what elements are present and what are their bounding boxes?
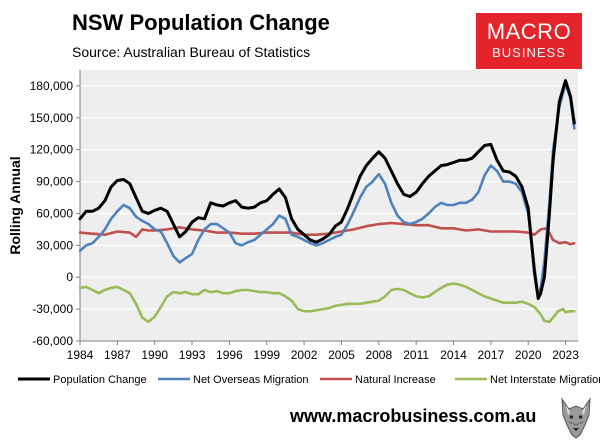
chart-subtitle: Source: Australian Bureau of Statistics	[72, 44, 311, 60]
y-tick-label: 180,000	[30, 79, 74, 93]
y-tick-label: 90,000	[36, 175, 73, 189]
series-line-net-interstate-migration	[78, 282, 576, 324]
x-tick-label: 2020	[515, 348, 542, 362]
x-tick-label: 2008	[365, 348, 392, 362]
macrobusiness-logo: MACRO BUSINESS	[476, 13, 582, 69]
x-tick-label: 1993	[179, 348, 206, 362]
x-tick-label: 2011	[403, 348, 429, 362]
y-tick-label: 0	[66, 270, 73, 284]
legend-label: Population Change	[53, 374, 147, 386]
series-line-population-change	[78, 79, 576, 300]
logo-line-2: BUSINESS	[492, 45, 566, 60]
y-axis-label: Rolling Annual	[7, 156, 23, 254]
x-tick-label: 2014	[440, 348, 467, 362]
plot-area	[80, 70, 578, 341]
x-tick-label: 2002	[291, 348, 318, 362]
legend-label: Net Interstate Migration	[490, 374, 600, 386]
y-tick-label: 60,000	[36, 206, 73, 220]
y-tick-label: 30,000	[36, 238, 73, 252]
y-tick-label: 150,000	[30, 111, 74, 125]
legend-label: Net Overseas Migration	[193, 374, 309, 386]
y-tick-label: -60,000	[32, 334, 73, 348]
x-tick-label: 1987	[104, 348, 131, 362]
y-tick-label: -30,000	[32, 302, 73, 316]
wolf-head-icon	[561, 397, 591, 439]
chart-title: NSW Population Change	[72, 10, 330, 35]
series-line-net-overseas-migration	[78, 82, 576, 298]
x-tick-label: 1999	[253, 348, 280, 362]
logo-line-1: MACRO	[486, 19, 572, 44]
x-tick-label: 2005	[328, 348, 355, 362]
y-tick-label: 120,000	[30, 143, 74, 157]
x-tick-label: 1984	[67, 348, 94, 362]
footer-url: www.macrobusiness.com.au	[290, 406, 537, 426]
x-tick-label: 1996	[216, 348, 243, 362]
x-tick-label: 2017	[477, 348, 504, 362]
legend-label: Natural Increase	[355, 374, 436, 386]
x-tick-label: 1990	[141, 348, 168, 362]
x-tick-label: 2023	[552, 348, 579, 362]
